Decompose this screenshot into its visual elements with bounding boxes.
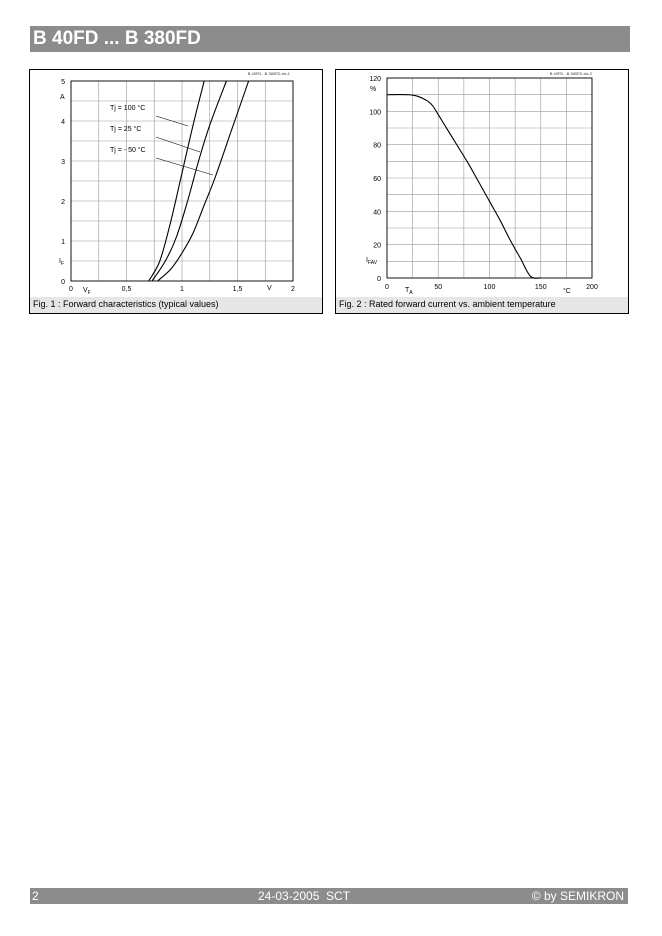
y-tick-label: 4 — [61, 119, 65, 126]
figure-1: B 40FD...B 380FD.xls-1 0 1 2 3 4 5 0 0,5 1 1,5 2 A IF… — [29, 69, 323, 314]
y-tick-label: 0 — [377, 276, 381, 283]
legend-leader-line — [155, 136, 201, 153]
x-tick-label: 200 — [586, 284, 598, 291]
footer-copyright: © by SEMIKRON — [531, 889, 624, 903]
x-tick-label: 1 — [180, 286, 184, 293]
y-tick-label: 60 — [373, 176, 381, 183]
rated-forward-current-chart: B 40FD...B 380FD.xls-2 0 20 40 60 80 100 120 0 50… — [366, 71, 598, 296]
footer-date: 24-03-2005 SCT — [258, 889, 351, 903]
series-line — [148, 80, 205, 282]
y-axis-unit: % — [370, 86, 376, 93]
x-tick-label: 0 — [385, 284, 389, 291]
series-line — [157, 80, 250, 282]
x-tick-label: 150 — [535, 284, 547, 291]
x-tick-label: 50 — [434, 284, 442, 291]
x-symbol-main: T — [405, 287, 410, 294]
legend-label: Tj = - 50 °C — [110, 146, 146, 154]
figure-file-label: B 40FD...B 380FD.xls-2 — [550, 71, 593, 76]
y-axis-unit: A — [60, 94, 65, 101]
y-tick-label: 1 — [61, 239, 65, 246]
legend-label: Tj = 25 °C — [110, 125, 141, 133]
series-line — [386, 94, 541, 279]
series-line — [151, 80, 227, 282]
x-tick-label: 100 — [484, 284, 496, 291]
legend-label: Tj = 100 °C — [110, 104, 145, 112]
x-axis-symbol: TA — [405, 287, 413, 296]
figure-2: B 40FD...B 380FD.xls-2 0 20 40 60 80 100 120 0 50… — [335, 69, 629, 314]
y-tick-label: 20 — [373, 243, 381, 250]
y-symbol-main: I — [366, 257, 368, 264]
y-tick-label: 5 — [61, 79, 65, 86]
y-symbol-sub: F — [61, 261, 64, 267]
legend-leader-line — [155, 115, 189, 127]
legend-leader-line — [155, 157, 214, 176]
page-title: B 40FD ... B 380FD — [33, 28, 201, 49]
figure-file-label: B 40FD...B 380FD.xls-1 — [248, 71, 291, 76]
figure-2-caption-bar: Fig. 2 : Rated forward current vs. ambie… — [336, 297, 628, 313]
y-tick-label: 0 — [61, 279, 65, 286]
y-tick-label: 3 — [61, 159, 65, 166]
y-tick-label: 40 — [373, 209, 381, 216]
y-symbol-main: I — [59, 258, 61, 265]
x-tick-label: 0 — [69, 286, 73, 293]
plot-frame — [70, 80, 294, 282]
figure-1-caption: Fig. 1 : Forward characteristics (typica… — [33, 299, 219, 309]
y-symbol-sub: FAV — [368, 260, 378, 266]
header-bar: B 40FD ... B 380FD — [30, 26, 630, 52]
y-axis-symbol: IFAV — [366, 257, 378, 266]
x-symbol-sub: F — [88, 290, 91, 296]
y-axis-symbol: IF — [59, 258, 64, 267]
footer-bar: 2 24-03-2005 SCT © by SEMIKRON — [30, 888, 628, 904]
figure-2-caption: Fig. 2 : Rated forward current vs. ambie… — [339, 299, 556, 309]
y-tick-label: 80 — [373, 143, 381, 150]
page-number: 2 — [32, 889, 39, 903]
x-tick-label: 0,5 — [122, 286, 132, 293]
x-axis-symbol: VF — [83, 287, 91, 296]
figure-1-caption-bar: Fig. 1 : Forward characteristics (typica… — [30, 297, 322, 313]
y-tick-label: 2 — [61, 199, 65, 206]
y-tick-label: 120 — [369, 76, 381, 83]
x-axis-unit: °C — [563, 287, 571, 295]
x-axis-unit: V — [267, 285, 272, 292]
x-tick-label: 1,5 — [233, 286, 243, 293]
x-symbol-sub: A — [409, 290, 413, 296]
x-symbol-main: V — [83, 287, 88, 294]
x-tick-label: 2 — [291, 286, 295, 293]
plot-frame — [386, 77, 593, 279]
y-tick-label: 100 — [369, 109, 381, 116]
